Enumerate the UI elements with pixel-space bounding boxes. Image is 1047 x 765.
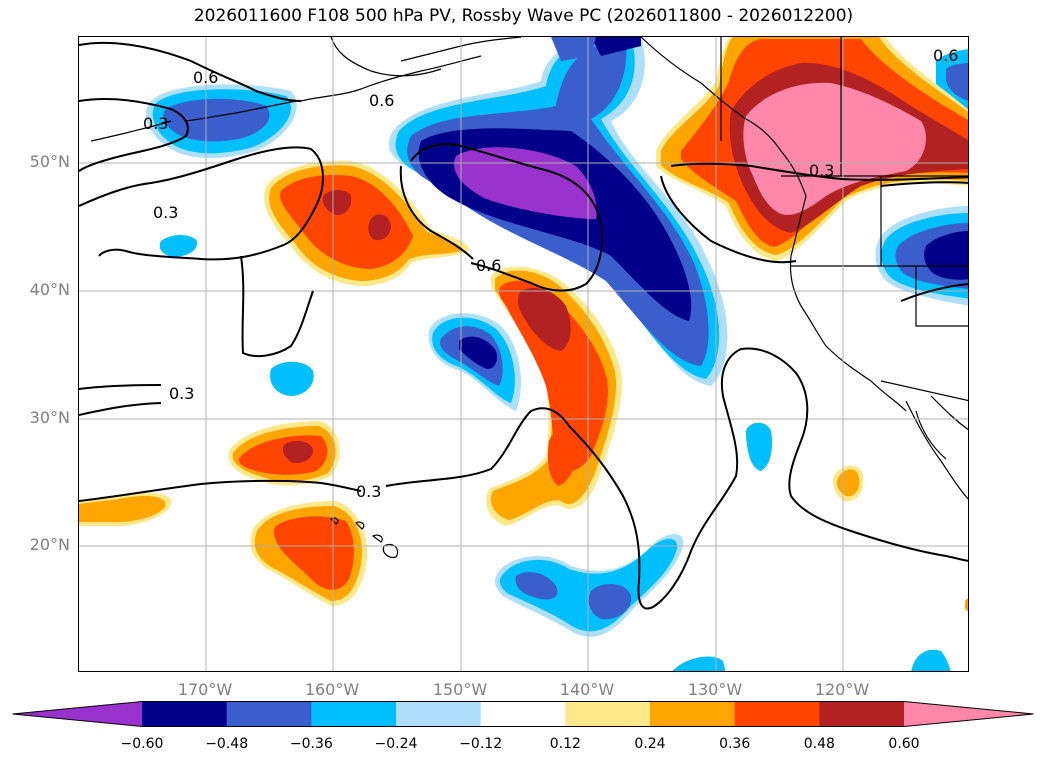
colorbar-segment xyxy=(819,701,905,727)
colorbar-segment xyxy=(480,701,566,727)
colorbar-tick-label: −0.24 xyxy=(374,736,418,752)
colorbar-tick-label: 0.24 xyxy=(634,736,666,752)
colorbar-segment xyxy=(396,701,482,727)
lon-label: 140°W xyxy=(559,680,615,699)
colorbar-tick-label: −0.12 xyxy=(459,736,503,752)
gridlines xyxy=(79,37,968,671)
colorbar-segment xyxy=(226,701,312,727)
lon-label: 170°W xyxy=(177,680,233,699)
contour-label: 0.3 xyxy=(169,384,194,403)
lat-label: 40°N xyxy=(29,280,70,299)
lon-label: 150°W xyxy=(432,680,488,699)
colorbar-segment xyxy=(734,701,820,727)
contour-label: 0.6 xyxy=(193,68,218,87)
contour-label: 0.6 xyxy=(369,91,394,110)
pv-contours xyxy=(79,41,968,610)
lon-label: 130°W xyxy=(687,680,743,699)
colorbar-arrow-max xyxy=(904,701,1034,727)
contour-label: 0.6 xyxy=(933,46,958,65)
lat-label: 50°N xyxy=(29,152,70,171)
neg-band-extreme xyxy=(454,147,597,219)
lon-label: 120°W xyxy=(814,680,870,699)
map-panel: 0.6 0.6 0.3 0.3 0.6 0.3 0.3 0.3 0.6 xyxy=(78,36,969,672)
contour-label: 0.3 xyxy=(356,482,381,501)
contour-label: 0.3 xyxy=(143,114,168,133)
colorbar-tick-label: 0.36 xyxy=(719,736,751,752)
colorbar-tick-label: 0.48 xyxy=(803,736,835,752)
contour-label: 0.3 xyxy=(809,161,834,180)
colorbar-segment xyxy=(650,701,736,727)
lon-label: 160°W xyxy=(304,680,360,699)
map-canvas: 0.6 0.6 0.3 0.3 0.6 0.3 0.3 0.3 0.6 xyxy=(79,37,968,671)
contour-label: 0.3 xyxy=(153,203,178,222)
colorbar-tick-label: 0.12 xyxy=(549,736,581,752)
figure-title: 2026011600 F108 500 hPa PV, Rossby Wave … xyxy=(193,6,854,26)
colorbar-segment xyxy=(565,701,651,727)
colorbar-segment xyxy=(142,701,228,727)
contour-labels: 0.6 0.6 0.3 0.3 0.6 0.3 0.3 0.3 0.6 xyxy=(143,46,958,501)
colorbar-arrow-min xyxy=(12,701,142,727)
colorbar xyxy=(12,701,1034,727)
lat-label: 20°N xyxy=(29,535,70,554)
negative-anomaly-regions xyxy=(146,37,968,671)
positive-anomaly-regions xyxy=(79,37,968,612)
colorbar-tick-label: −0.48 xyxy=(205,736,249,752)
colorbar-tick-label: −0.36 xyxy=(289,736,333,752)
colorbar-tick-label: −0.60 xyxy=(120,736,164,752)
colorbar-segment xyxy=(311,701,397,727)
contour-label: 0.6 xyxy=(476,256,501,275)
colorbar-tick-label: 0.60 xyxy=(888,736,920,752)
lat-label: 30°N xyxy=(29,408,70,427)
